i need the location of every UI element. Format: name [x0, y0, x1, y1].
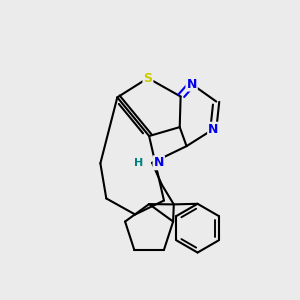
Text: H: H	[134, 158, 143, 168]
Text: N: N	[208, 123, 218, 136]
Text: N: N	[154, 156, 164, 169]
Text: N: N	[186, 77, 197, 91]
Text: S: S	[143, 72, 152, 85]
